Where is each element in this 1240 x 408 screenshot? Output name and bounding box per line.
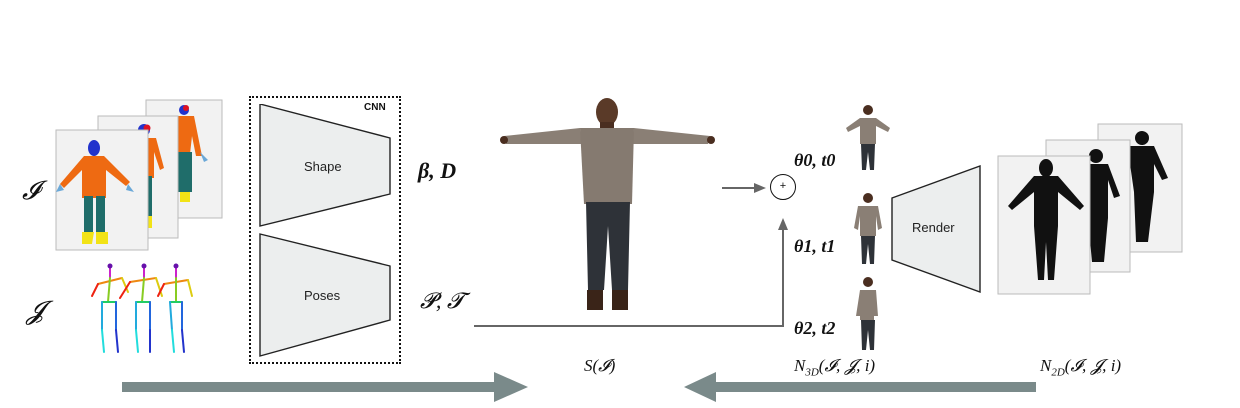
loss-s: S(𝓘) <box>584 356 616 375</box>
segmentation-image-stack <box>55 99 223 251</box>
sum-node: + <box>770 174 796 200</box>
render-trapezoid <box>891 165 981 293</box>
shape-label: Shape <box>304 159 342 174</box>
posed-avatar-0 <box>846 105 890 170</box>
poses-trapezoid <box>259 233 391 357</box>
silhouette-stack <box>997 123 1183 295</box>
joints-skeletons <box>91 263 193 353</box>
cnn-trapezoids <box>259 104 391 357</box>
avatar-to-sum-arrow <box>722 183 766 193</box>
t-pose-avatar <box>500 98 715 310</box>
segmentation-card-front <box>55 129 149 251</box>
render-label: Render <box>912 220 955 235</box>
posed-avatar-1 <box>854 193 882 264</box>
shape-trapezoid <box>259 104 391 227</box>
cnn-box <box>249 96 401 364</box>
image-symbol: 𝓘 <box>22 176 40 205</box>
frame-1-params: θ1, t1 <box>794 236 836 256</box>
frame-0-params: θ0, t0 <box>794 150 836 170</box>
big-arrow-right <box>122 372 528 402</box>
loss-n3d: N3D(𝓘, 𝓙, i) <box>794 356 876 379</box>
loss-n2d: N2D(𝓘, 𝓙, i) <box>1040 356 1122 379</box>
poses-label: Poses <box>304 288 341 303</box>
joints-symbol: 𝓙 <box>26 296 44 325</box>
posed-avatar-2 <box>856 277 878 350</box>
cnn-label: CNN <box>364 102 386 113</box>
frame-2-params: θ2, t2 <box>794 318 836 338</box>
pose-params: 𝓟, 𝓣 <box>420 288 464 313</box>
shape-params: β, D <box>418 158 457 183</box>
big-arrow-left <box>684 372 1036 402</box>
pose-to-sum-connector <box>474 218 788 327</box>
silhouette-card-front <box>997 155 1091 295</box>
sum-plus: + <box>779 180 787 192</box>
